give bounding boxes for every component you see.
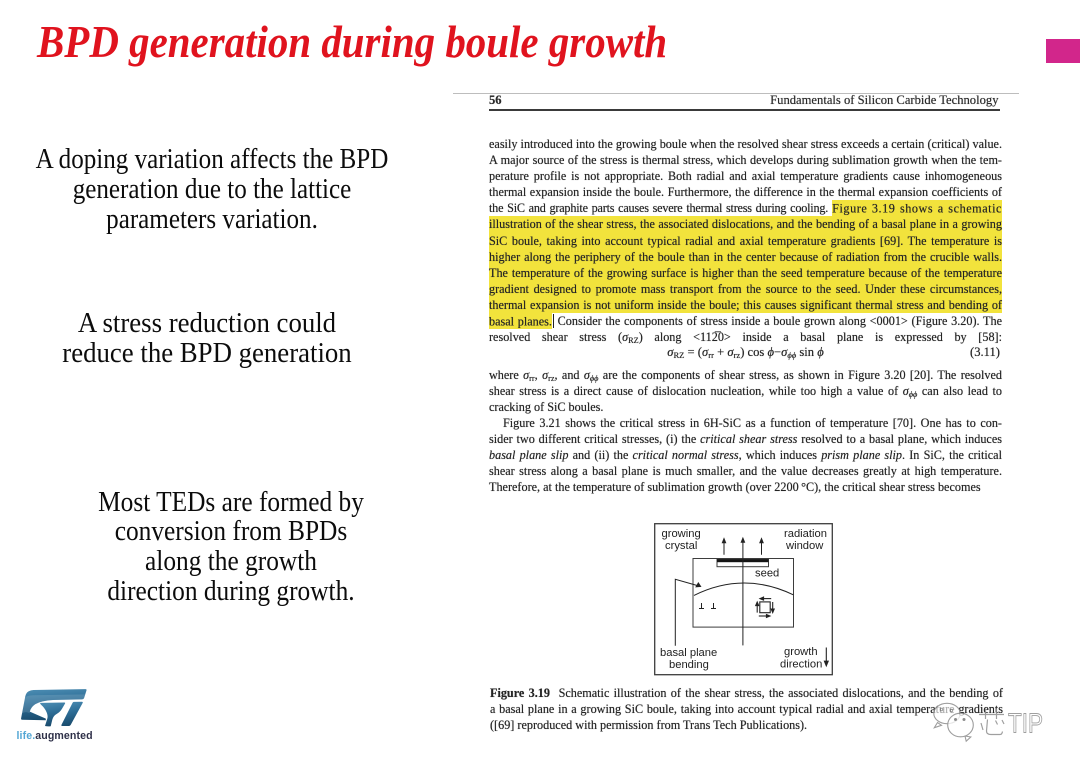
svg-text:TIP: TIP <box>1008 708 1043 739</box>
svg-text:seed: seed <box>755 568 779 580</box>
svg-text:window: window <box>785 540 824 552</box>
svg-text:basal plane: basal plane <box>660 647 717 659</box>
svg-text:direction: direction <box>780 659 822 671</box>
svg-text:bending: bending <box>669 659 709 671</box>
svg-text:growth: growth <box>784 646 818 658</box>
svg-text:crystal: crystal <box>665 540 697 552</box>
svg-text:growing: growing <box>662 528 701 540</box>
svg-text:radiation: radiation <box>784 528 827 540</box>
